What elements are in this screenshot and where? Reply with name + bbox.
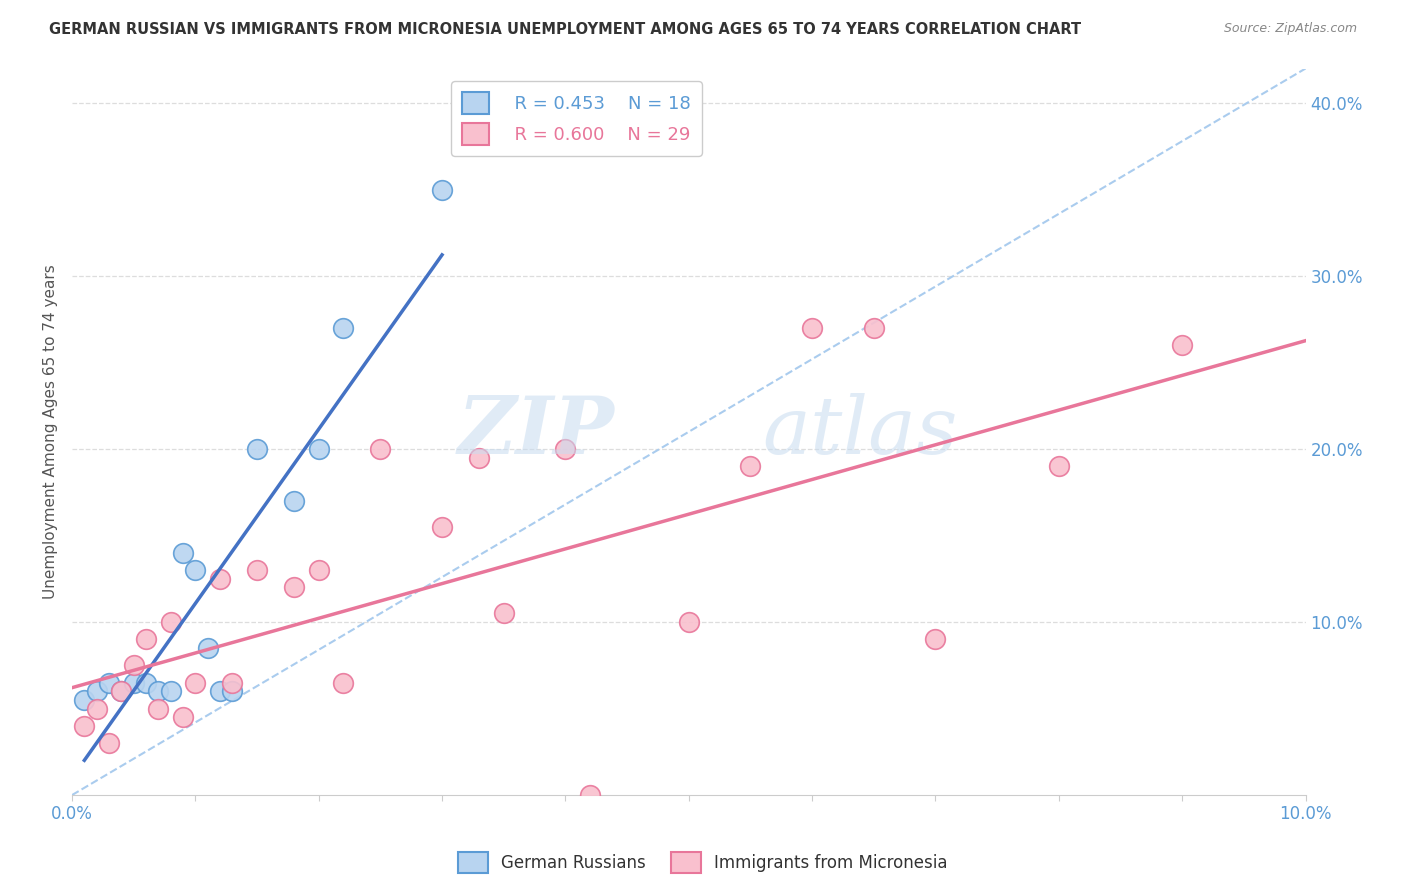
Point [554,442,576,456]
Point [283,581,305,595]
Point [370,442,392,456]
Point [148,701,170,715]
Point [135,675,157,690]
Point [430,183,453,197]
Point [678,615,700,629]
Point [1171,338,1194,352]
Point [98,736,121,750]
Point [122,675,145,690]
Point [148,684,170,698]
Point [197,640,219,655]
Point [468,450,491,465]
Point [308,442,330,456]
Point [801,321,824,335]
Point [86,684,108,698]
Point [86,701,108,715]
Point [184,563,207,577]
Point [172,546,194,560]
Point [110,684,132,698]
Point [110,684,132,698]
Point [332,321,354,335]
Point [208,684,231,698]
Point [73,693,96,707]
Text: ZIP: ZIP [458,393,614,471]
Point [221,684,243,698]
Point [862,321,884,335]
Point [246,442,269,456]
Point [1047,459,1070,474]
Point [246,563,269,577]
Point [740,459,762,474]
Point [430,520,453,534]
Point [184,675,207,690]
Point [135,632,157,647]
Point [73,719,96,733]
Point [492,607,515,621]
Point [579,788,602,802]
Text: Source: ZipAtlas.com: Source: ZipAtlas.com [1223,22,1357,36]
Point [172,710,194,724]
Y-axis label: Unemployment Among Ages 65 to 74 years: Unemployment Among Ages 65 to 74 years [44,264,58,599]
Point [308,563,330,577]
Point [122,658,145,673]
Point [221,675,243,690]
Text: atlas: atlas [763,393,957,471]
Point [208,572,231,586]
Point [283,494,305,508]
Legend: German Russians, Immigrants from Micronesia: German Russians, Immigrants from Microne… [451,846,955,880]
Text: GERMAN RUSSIAN VS IMMIGRANTS FROM MICRONESIA UNEMPLOYMENT AMONG AGES 65 TO 74 YE: GERMAN RUSSIAN VS IMMIGRANTS FROM MICRON… [49,22,1081,37]
Point [332,675,354,690]
Point [924,632,946,647]
Legend:   R = 0.453    N = 18,   R = 0.600    N = 29: R = 0.453 N = 18, R = 0.600 N = 29 [451,81,702,156]
Point [98,675,121,690]
Point [159,684,181,698]
Point [159,615,181,629]
